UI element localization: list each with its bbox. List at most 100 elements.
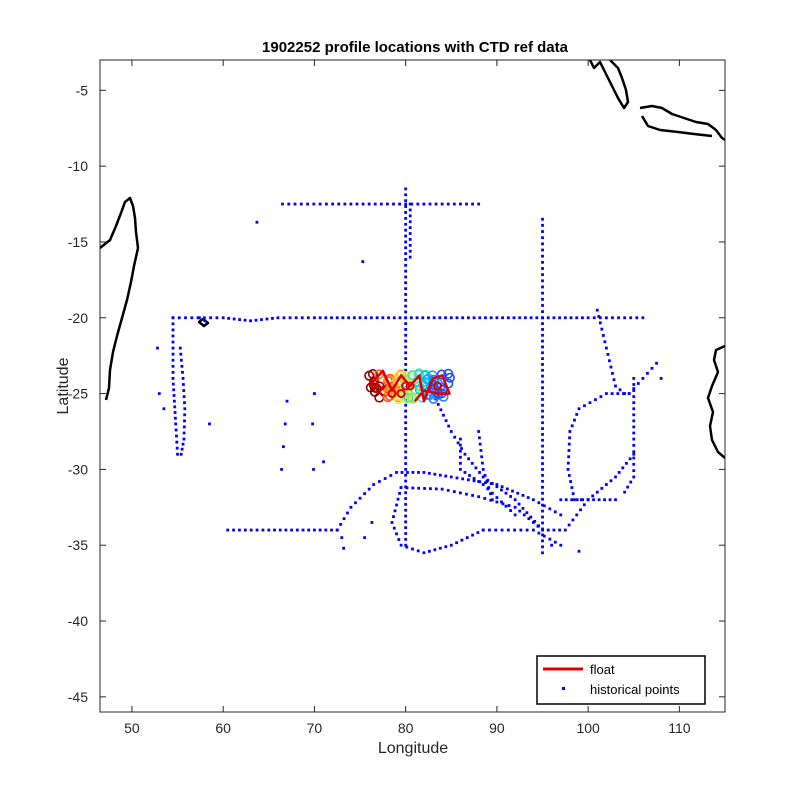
historical-point <box>541 230 544 233</box>
historical-point <box>404 508 408 512</box>
historical-point <box>577 549 581 553</box>
historical-point <box>178 346 182 350</box>
historical-point <box>481 467 485 471</box>
historical-point <box>552 528 556 532</box>
historical-point <box>404 328 408 331</box>
historical-point <box>434 487 438 491</box>
historical-point <box>459 467 462 471</box>
historical-point <box>181 377 185 380</box>
historical-point <box>541 363 544 366</box>
historical-point <box>171 358 175 362</box>
historical-point <box>383 477 387 480</box>
historical-point <box>408 220 412 224</box>
historical-point <box>541 509 544 513</box>
historical-point <box>564 498 568 502</box>
historical-point <box>521 506 525 510</box>
historical-point <box>405 486 409 490</box>
historical-point <box>339 522 343 526</box>
historical-point <box>489 316 493 320</box>
historical-point <box>577 407 581 411</box>
historical-point <box>404 269 408 273</box>
historical-point <box>571 518 575 522</box>
historical-point <box>404 415 408 419</box>
historical-point <box>582 503 586 507</box>
historical-point <box>209 316 213 320</box>
historical-point <box>541 545 544 549</box>
historical-point <box>467 457 471 461</box>
historical-point <box>281 445 285 449</box>
historical-point <box>600 327 604 331</box>
historical-point <box>513 505 517 509</box>
historical-point <box>452 202 456 206</box>
historical-point <box>595 490 599 494</box>
historical-point <box>518 509 522 513</box>
historical-point <box>513 528 516 532</box>
historical-point <box>463 471 467 474</box>
historical-point <box>172 394 176 397</box>
historical-point <box>627 392 631 395</box>
historical-point <box>558 316 562 320</box>
historical-point <box>519 528 523 532</box>
historical-point <box>517 502 521 506</box>
historical-point <box>471 533 474 537</box>
historical-point <box>173 416 177 420</box>
historical-point <box>367 487 371 491</box>
historical-point <box>449 475 453 479</box>
historical-point <box>404 450 408 454</box>
historical-point <box>404 293 408 296</box>
historical-point <box>465 536 469 540</box>
historical-point <box>455 541 458 545</box>
historical-point <box>433 548 437 552</box>
historical-point <box>306 316 310 320</box>
historical-point <box>175 446 179 450</box>
historical-point <box>311 422 314 426</box>
historical-point <box>404 228 408 232</box>
x-axis-ticks: 50 60 70 80 90 100 110 <box>124 60 691 736</box>
float-profile-marker <box>392 375 403 386</box>
historical-point <box>404 520 408 524</box>
historical-point <box>632 387 636 390</box>
historical-point <box>404 263 408 267</box>
historical-point <box>459 461 462 465</box>
historical-point <box>404 322 408 325</box>
historical-point <box>404 421 408 425</box>
historical-point <box>422 471 426 474</box>
historical-point <box>623 316 627 320</box>
historical-point <box>632 401 636 405</box>
historical-point <box>307 528 311 532</box>
historical-point <box>525 511 529 515</box>
historical-point <box>330 316 333 320</box>
historical-point <box>611 316 614 320</box>
historical-point <box>181 370 184 374</box>
historical-point <box>518 316 522 320</box>
historical-point <box>512 316 516 320</box>
historical-point <box>612 378 616 382</box>
axes-box <box>99 59 726 713</box>
historical-point <box>203 319 207 323</box>
historical-point <box>363 492 366 496</box>
historical-point <box>438 473 442 477</box>
historical-point <box>459 202 462 206</box>
float-position-marker <box>396 389 406 399</box>
historical-point <box>513 498 517 502</box>
historical-point <box>404 368 408 372</box>
plot-area <box>100 60 725 555</box>
historical-point <box>614 384 617 388</box>
historical-point <box>404 234 408 238</box>
historical-point <box>604 483 608 486</box>
historical-point <box>535 316 539 320</box>
historical-point <box>541 427 544 430</box>
historical-point <box>521 493 525 497</box>
historical-point <box>404 211 408 214</box>
historical-point <box>541 421 544 425</box>
float-position-marker <box>433 381 443 391</box>
historical-point <box>603 340 607 344</box>
historical-point <box>313 316 316 320</box>
historical-point <box>592 498 596 502</box>
historical-point <box>472 477 476 480</box>
historical-point <box>597 315 601 318</box>
historical-point <box>579 508 582 512</box>
historical-point <box>363 536 366 540</box>
historical-point <box>513 513 517 517</box>
historical-point <box>541 497 544 501</box>
